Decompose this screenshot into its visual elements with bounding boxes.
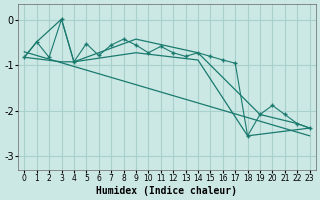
X-axis label: Humidex (Indice chaleur): Humidex (Indice chaleur) <box>96 186 237 196</box>
